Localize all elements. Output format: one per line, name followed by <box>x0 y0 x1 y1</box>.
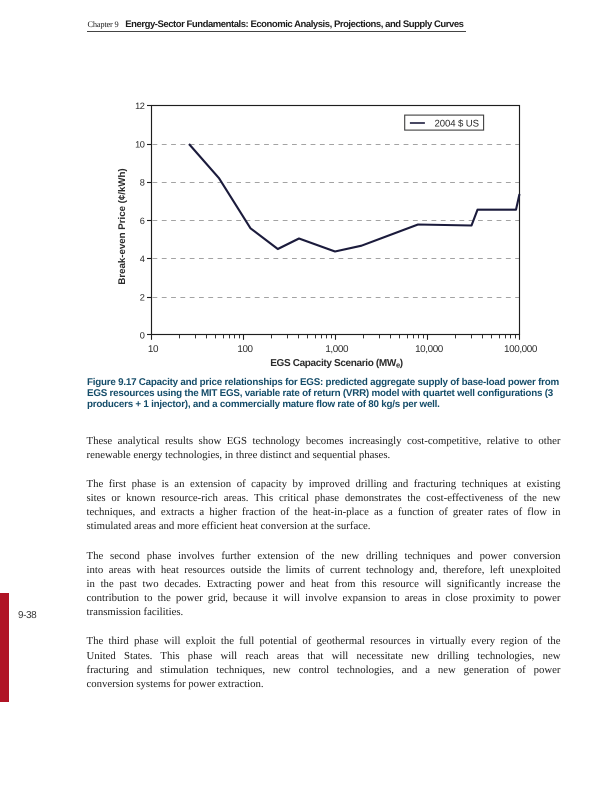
svg-text:6: 6 <box>140 216 145 226</box>
svg-text:100: 100 <box>237 344 253 355</box>
svg-text:4: 4 <box>140 254 145 264</box>
svg-text:Break-even Price (¢/kWh): Break-even Price (¢/kWh) <box>117 168 128 284</box>
svg-text:10: 10 <box>148 344 159 355</box>
svg-text:10: 10 <box>135 140 145 150</box>
svg-text:2004 $ US: 2004 $ US <box>435 119 479 130</box>
svg-text:2: 2 <box>140 292 145 302</box>
svg-text:1,000: 1,000 <box>325 344 349 355</box>
svg-text:100,000: 100,000 <box>504 344 538 355</box>
svg-text:12: 12 <box>135 101 145 111</box>
svg-text:10,000: 10,000 <box>415 344 444 355</box>
svg-text:0: 0 <box>140 330 145 340</box>
svg-text:EGS Capacity Scenario (MWe): EGS Capacity Scenario (MWe) <box>270 358 403 370</box>
svg-text:8: 8 <box>140 178 145 188</box>
